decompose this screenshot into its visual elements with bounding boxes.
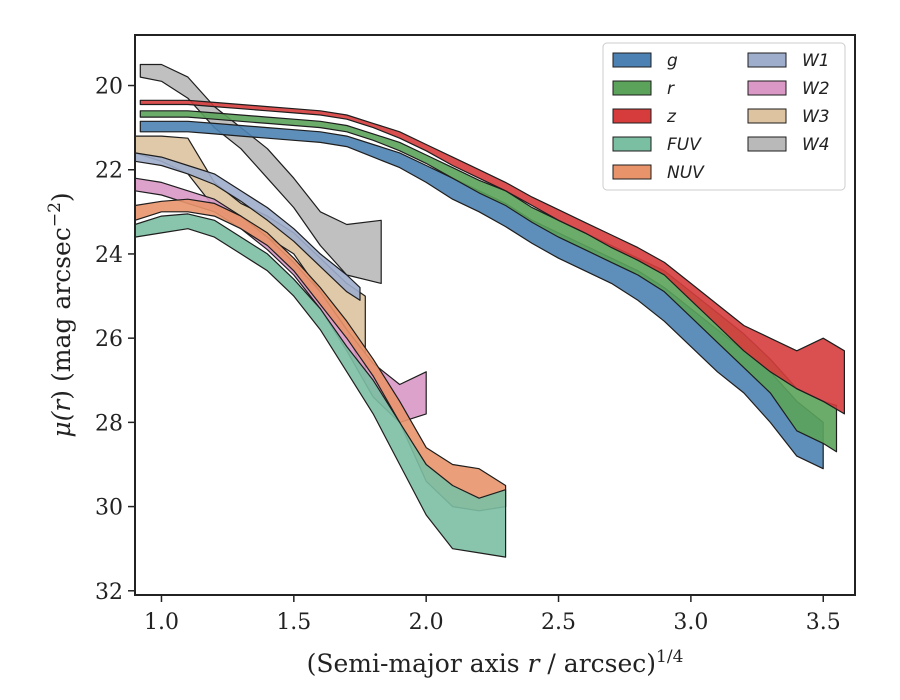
legend-swatch (747, 80, 787, 96)
legend-item-z: z (612, 107, 677, 127)
y-tick-label: 24 (95, 243, 123, 268)
legend-label: W4 (802, 135, 830, 155)
x-axis: 1.0 1.5 2.0 2.5 3.0 3.5 (144, 595, 841, 635)
band-W1 (134, 152, 361, 301)
y-tick-label: 30 (95, 496, 123, 521)
legend-label: NUV (667, 163, 705, 183)
legend-item-W4: W4 (747, 135, 830, 155)
y-axis-label: μ(r) (mag arcsec−2) (45, 192, 76, 437)
y-axis: 20 22 24 26 28 30 32 (95, 75, 135, 605)
legend-item-FUV: FUV (612, 135, 702, 155)
legend-item-W1: W1 (747, 51, 830, 71)
band-z (139, 99, 846, 415)
y-tick-label: 22 (95, 159, 123, 184)
band-layer (134, 63, 846, 558)
band-FUV (134, 213, 507, 558)
x-tick-label: 1.5 (276, 610, 311, 635)
legend-box (602, 42, 846, 191)
legend-label: FUV (667, 135, 702, 155)
band-g (139, 120, 824, 470)
y-tick-label: 32 (95, 580, 123, 605)
legend-item-g: g (612, 51, 678, 71)
x-tick-label: 2.5 (541, 610, 576, 635)
y-tick-label: 26 (95, 327, 123, 352)
legend: grz FUV NUV W1 W2 W3 W4 (602, 42, 846, 191)
legend-swatch (612, 164, 652, 180)
x-tick-label: 3.5 (806, 610, 841, 635)
legend-swatch (612, 136, 652, 152)
y-tick-label: 28 (95, 411, 123, 436)
x-tick-label: 1.0 (144, 610, 179, 635)
y-tick-label: 20 (95, 75, 123, 100)
legend-swatch (612, 80, 652, 96)
x-tick-label: 3.0 (673, 610, 708, 635)
legend-label: W3 (802, 107, 830, 127)
plot-frame (134, 34, 856, 596)
legend-swatch (612, 52, 652, 68)
legend-label: r (667, 79, 675, 99)
band-r (139, 110, 838, 453)
legend-item-W3: W3 (747, 107, 830, 127)
legend-item-W2: W2 (747, 79, 830, 99)
legend-item-r: r (612, 79, 675, 99)
legend-label: W1 (802, 51, 830, 71)
legend-swatch (747, 136, 787, 152)
x-tick-label: 2.0 (409, 610, 444, 635)
legend-item-NUV: NUV (612, 163, 705, 183)
x-axis-label: (Semi-major axis r / arcsec)1/4 (307, 647, 684, 678)
legend-swatch (747, 108, 787, 124)
legend-swatch (747, 52, 787, 68)
legend-label: W2 (802, 79, 830, 99)
legend-swatch (612, 108, 652, 124)
legend-label: z (666, 107, 677, 127)
legend-label: g (667, 51, 678, 71)
